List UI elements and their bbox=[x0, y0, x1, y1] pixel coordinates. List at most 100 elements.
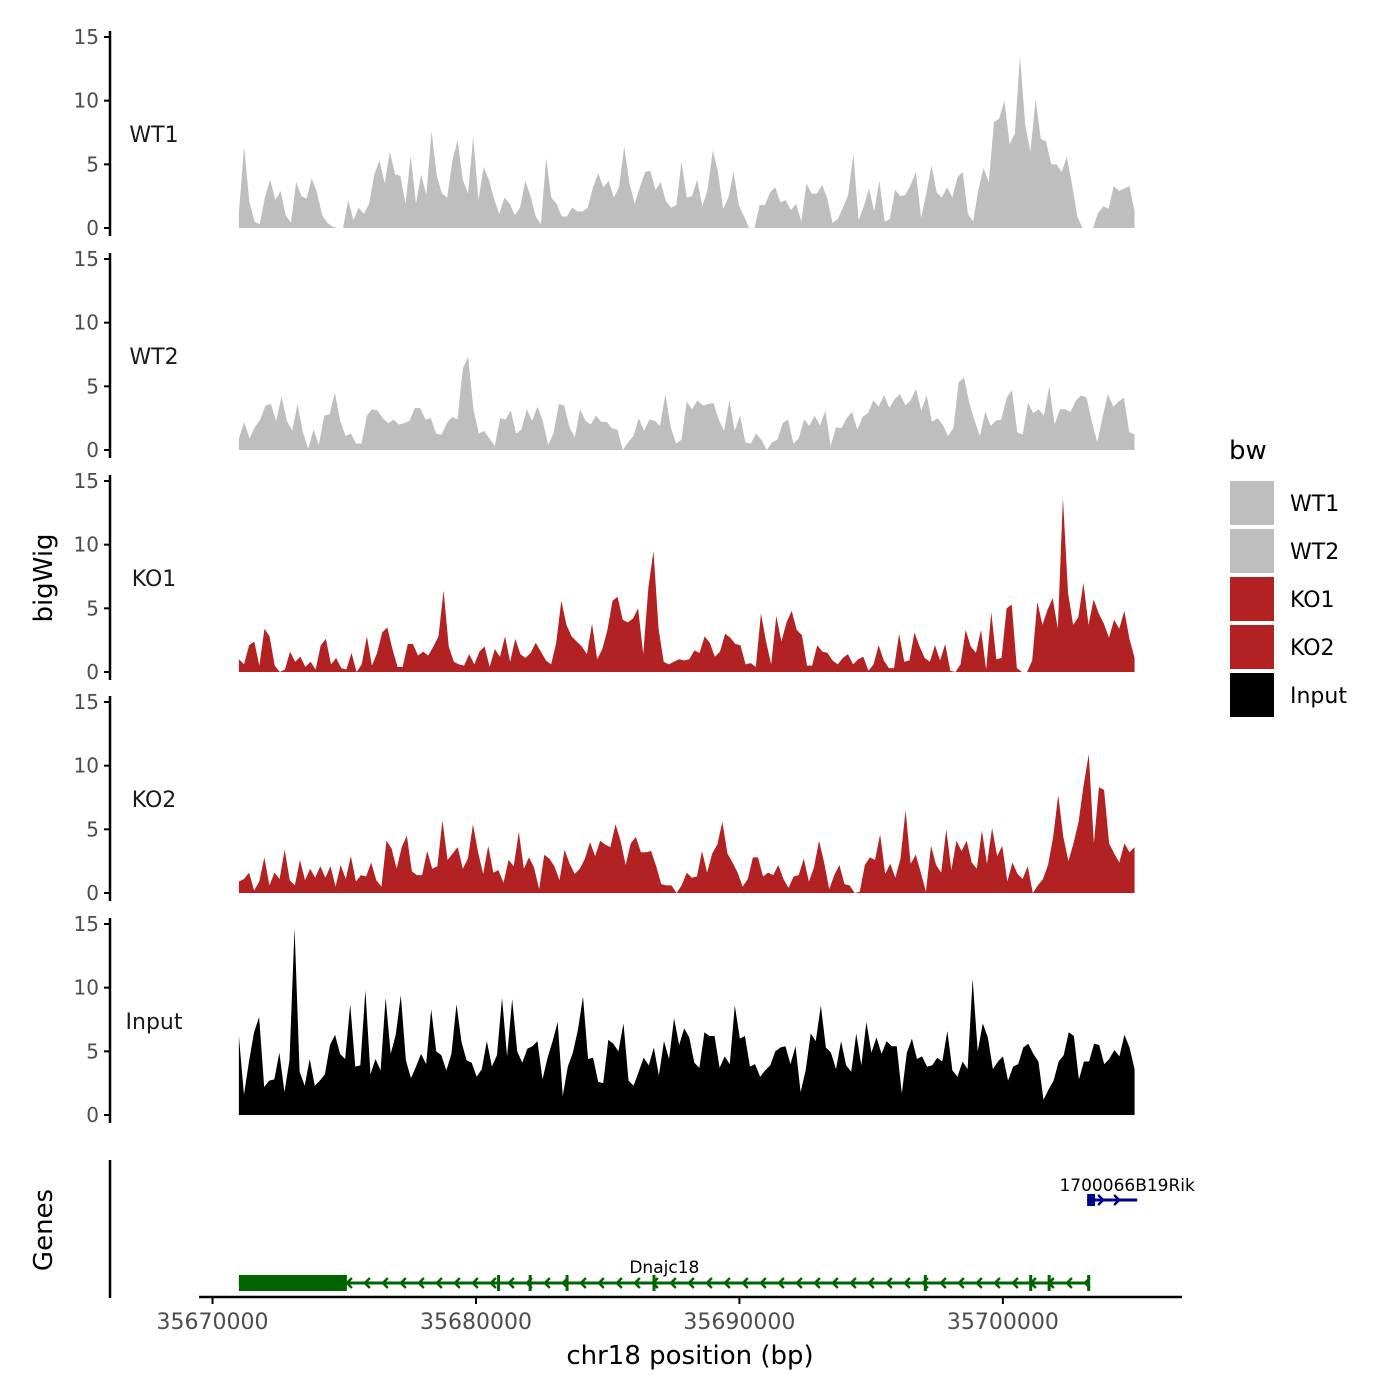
y-tick-label: 10 bbox=[74, 754, 99, 778]
legend: bw WT1 WT2 KO1 KO2 Input bbox=[1228, 436, 1347, 719]
y-axis-title: bigWig bbox=[29, 533, 59, 622]
y-tick-label: 5 bbox=[86, 817, 99, 841]
exon bbox=[923, 1275, 927, 1291]
legend-label-ko2: KO2 bbox=[1290, 636, 1335, 661]
exon bbox=[1087, 1194, 1096, 1206]
x-tick-label: 35690000 bbox=[683, 1310, 795, 1335]
gene-dnajc18: Dnajc18 bbox=[238, 1258, 1091, 1291]
strand-arrow bbox=[813, 1277, 821, 1289]
strand-arrow bbox=[759, 1277, 767, 1289]
strand-arrow bbox=[471, 1277, 479, 1289]
strand-arrow bbox=[993, 1277, 1001, 1289]
strand-arrow bbox=[831, 1277, 839, 1289]
y-tick-label: 5 bbox=[86, 596, 99, 620]
y-tick-label: 15 bbox=[74, 469, 99, 493]
strand-arrow bbox=[903, 1277, 911, 1289]
legend-swatch-input bbox=[1228, 671, 1276, 719]
coverage-area-ko2 bbox=[238, 754, 1135, 893]
gene-label-1700066b19rik: 1700066B19Rik bbox=[1059, 1176, 1195, 1196]
track-wt2: 0 5 10 15 WT2 bbox=[74, 247, 1135, 462]
strand-arrow bbox=[633, 1277, 641, 1289]
exon bbox=[1047, 1275, 1051, 1291]
legend-swatch-wt2 bbox=[1228, 527, 1276, 575]
strand-arrow bbox=[1113, 1194, 1121, 1206]
x-tick-label: 35700000 bbox=[947, 1310, 1059, 1335]
y-tick-label: 10 bbox=[74, 89, 99, 113]
exon bbox=[528, 1275, 532, 1291]
track-ko1: 0 5 10 15 KO1 bbox=[74, 469, 1135, 684]
y-tick-label: 10 bbox=[74, 976, 99, 1000]
strand-arrow bbox=[543, 1277, 551, 1289]
legend-label-input: Input bbox=[1290, 684, 1347, 709]
coverage-area-wt1 bbox=[238, 56, 1135, 228]
exon bbox=[238, 1275, 347, 1291]
track-label-wt2: WT2 bbox=[129, 345, 178, 370]
y-tick-label: 0 bbox=[86, 1103, 99, 1127]
x-tick-label: 35680000 bbox=[420, 1310, 532, 1335]
strand-arrow bbox=[705, 1277, 713, 1289]
genes-axis-title: Genes bbox=[29, 1189, 59, 1271]
strand-arrow bbox=[1097, 1194, 1105, 1206]
strand-arrow bbox=[975, 1277, 983, 1289]
strand-arrow bbox=[939, 1277, 947, 1289]
exon bbox=[1087, 1275, 1091, 1291]
y-tick-label: 0 bbox=[86, 438, 99, 462]
strand-arrow bbox=[867, 1277, 875, 1289]
strand-arrow bbox=[579, 1277, 587, 1289]
strand-arrow bbox=[1011, 1277, 1019, 1289]
exon bbox=[652, 1275, 656, 1291]
track-label-ko1: KO1 bbox=[132, 567, 177, 592]
track-label-wt1: WT1 bbox=[129, 123, 178, 148]
y-tick-label: 15 bbox=[74, 912, 99, 936]
legend-swatch-ko2 bbox=[1228, 623, 1276, 671]
x-tick-label: 35670000 bbox=[157, 1310, 269, 1335]
strand-arrow bbox=[687, 1277, 695, 1289]
y-tick-label: 5 bbox=[86, 374, 99, 398]
coverage-tracks: 0 5 10 15 WT1 0 5 10 15 WT2 0 5 10 15 KO1 0 5 10 15 KO2 0 5 10… bbox=[74, 25, 1135, 1127]
strand-arrow bbox=[723, 1277, 731, 1289]
strand-arrow bbox=[741, 1277, 749, 1289]
legend-swatch-ko1 bbox=[1228, 575, 1276, 623]
y-tick-label: 15 bbox=[74, 690, 99, 714]
strand-arrow bbox=[489, 1277, 497, 1289]
strand-arrow bbox=[615, 1277, 623, 1289]
track-input: 0 5 10 15 Input bbox=[74, 912, 1135, 1127]
track-label-input: Input bbox=[126, 1010, 183, 1035]
legend-label-wt2: WT2 bbox=[1290, 540, 1339, 565]
legend-label-ko1: KO1 bbox=[1290, 588, 1335, 613]
strand-arrow bbox=[435, 1277, 443, 1289]
strand-arrow bbox=[399, 1277, 407, 1289]
y-tick-label: 10 bbox=[74, 533, 99, 557]
exon bbox=[1029, 1275, 1033, 1291]
exon bbox=[565, 1275, 569, 1291]
strand-arrow bbox=[1065, 1277, 1073, 1289]
legend-title: bw bbox=[1229, 436, 1267, 466]
y-tick-label: 0 bbox=[86, 660, 99, 684]
y-tick-label: 15 bbox=[74, 247, 99, 271]
coverage-area-ko1 bbox=[238, 497, 1135, 672]
strand-arrow bbox=[417, 1277, 425, 1289]
strand-arrow bbox=[381, 1277, 389, 1289]
legend-label-wt1: WT1 bbox=[1290, 492, 1339, 517]
legend-swatch-wt1 bbox=[1228, 479, 1276, 527]
y-tick-label: 0 bbox=[86, 216, 99, 240]
exon bbox=[497, 1275, 501, 1291]
strand-arrow bbox=[669, 1277, 677, 1289]
y-tick-label: 5 bbox=[86, 1039, 99, 1063]
gene-label-dnajc18: Dnajc18 bbox=[629, 1258, 699, 1278]
gene-1700066b19rik: 1700066B19Rik bbox=[1059, 1176, 1195, 1206]
strand-arrow bbox=[957, 1277, 965, 1289]
strand-arrow bbox=[885, 1277, 893, 1289]
strand-arrow bbox=[795, 1277, 803, 1289]
strand-arrow bbox=[363, 1277, 371, 1289]
genes-panel: 35670000 35680000 35690000 35700000 Dnajc18 1… bbox=[108, 1160, 1195, 1335]
x-axis-title: chr18 position (bp) bbox=[566, 1341, 813, 1371]
track-label-ko2: KO2 bbox=[132, 788, 177, 813]
coverage-area-input bbox=[238, 927, 1135, 1115]
strand-arrow bbox=[453, 1277, 461, 1289]
strand-arrow bbox=[507, 1277, 515, 1289]
y-tick-label: 5 bbox=[86, 152, 99, 176]
y-tick-label: 10 bbox=[74, 311, 99, 335]
track-ko2: 0 5 10 15 KO2 bbox=[74, 690, 1135, 905]
y-tick-label: 15 bbox=[74, 25, 99, 49]
